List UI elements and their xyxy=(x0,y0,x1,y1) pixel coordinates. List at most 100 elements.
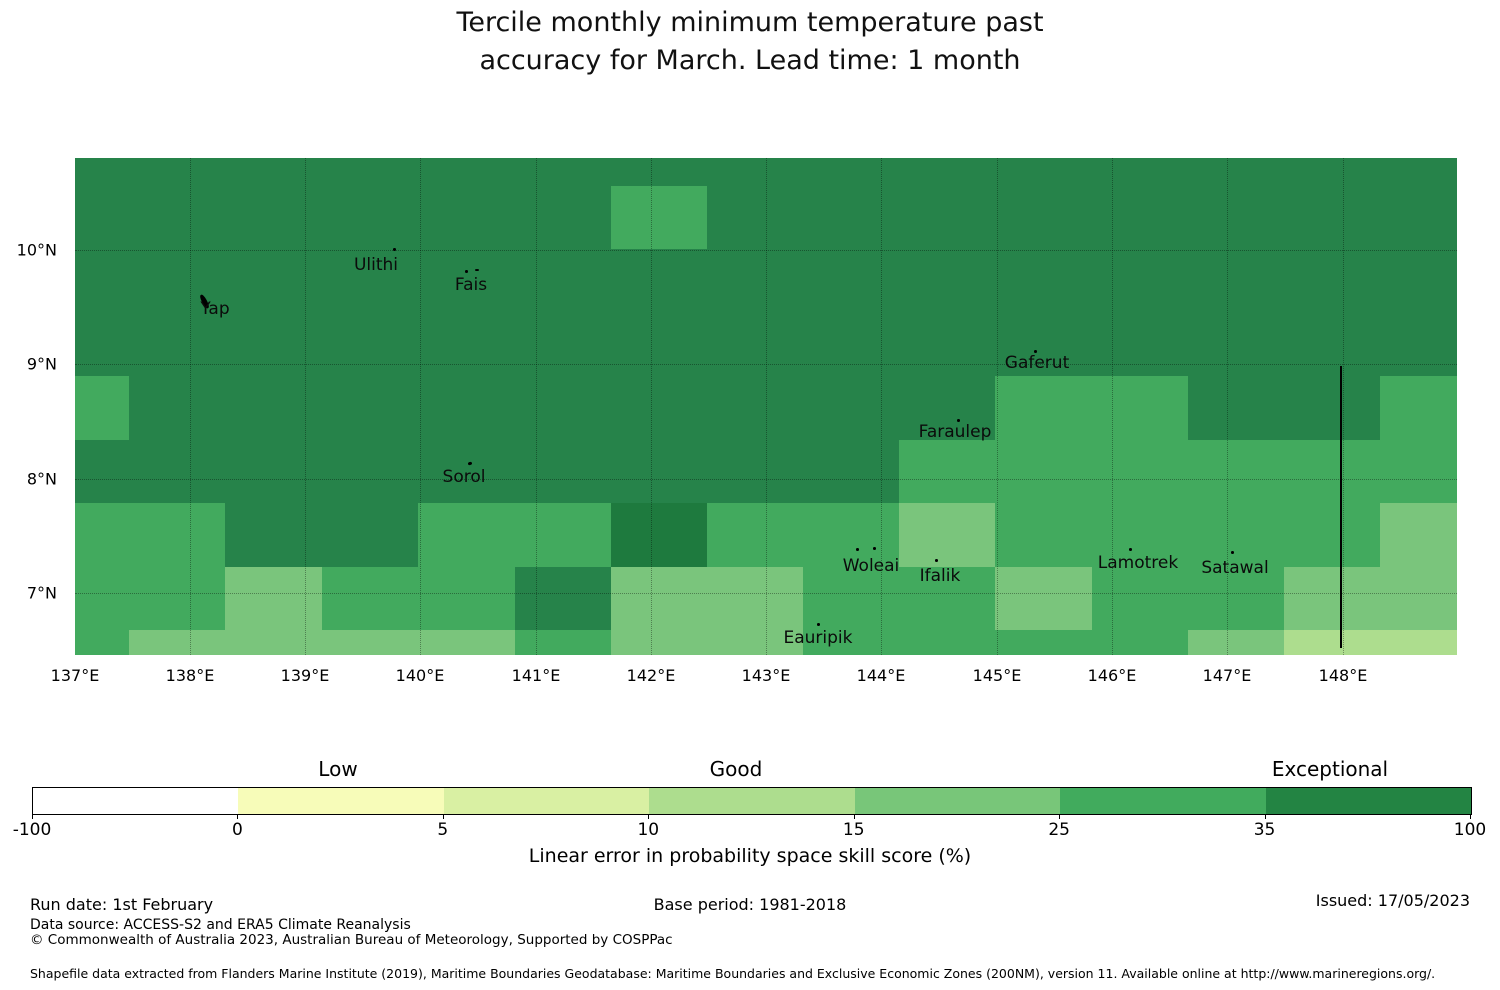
island-label: Woleai xyxy=(842,556,900,576)
map-cell xyxy=(1188,440,1284,503)
island-marker xyxy=(1033,349,1037,353)
map-cell xyxy=(129,630,225,655)
colorbar-tick xyxy=(32,814,33,819)
colorbar-tick-label: 5 xyxy=(437,820,449,840)
colorbar-tick-label: 35 xyxy=(1253,820,1276,840)
latitude-gridline xyxy=(75,364,1457,365)
colorbar-tick xyxy=(853,814,855,819)
y-axis-tick-label: 7°N xyxy=(26,583,57,603)
x-axis-tick-label: 138°E xyxy=(165,666,215,685)
colorbar-tick xyxy=(1059,814,1061,819)
map-cell xyxy=(995,503,1092,567)
colorbar-tick-label: 25 xyxy=(1048,820,1070,840)
longitude-gridline xyxy=(305,158,306,655)
island-marker xyxy=(475,269,479,271)
map-cell xyxy=(803,567,899,630)
map-cell xyxy=(225,630,322,655)
colorbar-segment xyxy=(238,788,444,814)
map-cell xyxy=(1284,630,1380,655)
map-cell xyxy=(1092,630,1188,655)
copyright-text: © Commonwealth of Australia 2023, Austra… xyxy=(30,932,673,948)
island-label: Lamotrek xyxy=(1097,553,1179,573)
map-cell xyxy=(1092,503,1188,567)
y-axis-tick-label: 8°N xyxy=(26,469,57,489)
map-cell xyxy=(1188,503,1284,567)
colorbar-tick-label: 100 xyxy=(1453,820,1487,840)
map-cell xyxy=(611,567,707,630)
map-cell xyxy=(707,567,803,630)
x-axis-tick-label: 141°E xyxy=(511,666,561,685)
map-cell xyxy=(899,440,995,503)
chart-title-line1: Tercile monthly minimum temperature past xyxy=(456,7,1044,38)
map-cell xyxy=(1284,567,1380,630)
x-axis-tick-label: 137°E xyxy=(50,666,100,685)
island-label: Ifalik xyxy=(919,566,961,586)
colorbar-segment xyxy=(649,788,855,814)
map-cell xyxy=(899,630,995,655)
longitude-gridline xyxy=(997,158,998,655)
map-cell xyxy=(995,630,1092,655)
colorbar-bar xyxy=(32,787,1472,815)
island-marker xyxy=(816,622,820,626)
x-axis-tick-label: 143°E xyxy=(741,666,791,685)
island-label: Satawal xyxy=(1201,558,1269,578)
island-marker xyxy=(392,247,396,251)
map-cell xyxy=(707,630,803,655)
map-cell xyxy=(418,630,515,655)
map-area: Yap Ulithi Fais Sorol Gaferut Faraulep Woleai I… xyxy=(75,158,1457,655)
latitude-gridline xyxy=(75,250,1457,251)
run-date-text: Run date: 1st February xyxy=(30,895,214,914)
longitude-gridline xyxy=(1112,158,1113,655)
colorbar-tick xyxy=(237,814,239,819)
map-cell xyxy=(707,503,803,567)
longitude-gridline xyxy=(1343,158,1344,655)
colorbar-category-label: Exceptional xyxy=(1271,757,1389,781)
eez-boundary-line xyxy=(1340,366,1342,648)
longitude-gridline xyxy=(420,158,421,655)
colorbar-tick-label: 10 xyxy=(637,820,660,840)
map-cell xyxy=(803,503,899,567)
colorbar-segment xyxy=(33,788,239,814)
longitude-gridline xyxy=(651,158,652,655)
map-cell xyxy=(1380,630,1457,655)
x-axis-tick-label: 140°E xyxy=(395,666,445,685)
island-label: Faraulep xyxy=(918,422,992,442)
map-cell xyxy=(611,630,707,655)
island-marker xyxy=(1230,550,1234,554)
colorbar-tick xyxy=(442,814,444,819)
y-axis-tick-label: 10°N xyxy=(16,240,57,260)
map-cell xyxy=(1380,567,1457,630)
map-cell xyxy=(1380,503,1457,567)
x-axis-tick-label: 139°E xyxy=(280,666,330,685)
latitude-gridline xyxy=(75,479,1457,480)
map-cell xyxy=(899,567,995,630)
colorbar-segment xyxy=(854,788,1061,814)
map-cell xyxy=(1092,376,1188,440)
colorbar-axis-label: Linear error in probability space skill … xyxy=(528,845,972,867)
colorbar-category-label: Low xyxy=(318,757,358,781)
map-cell xyxy=(515,503,611,567)
map-cell xyxy=(1092,440,1188,503)
map-cell xyxy=(129,567,225,630)
base-period-text: Base period: 1981-2018 xyxy=(653,895,847,914)
colorbar-tick xyxy=(1264,814,1266,819)
island-marker xyxy=(464,269,468,273)
map-cell xyxy=(899,503,995,567)
issued-date-text: Issued: 17/05/2023 xyxy=(1315,891,1470,910)
shapefile-note-text: Shapefile data extracted from Flanders M… xyxy=(30,966,1436,981)
map-cell xyxy=(803,630,899,655)
island-marker xyxy=(467,460,473,466)
map-cell xyxy=(1284,503,1380,567)
map-cell xyxy=(75,503,129,567)
colorbar-segment xyxy=(1060,788,1266,814)
longitude-gridline xyxy=(1227,158,1228,655)
map-cell xyxy=(75,567,129,630)
island-label: Fais xyxy=(454,275,488,295)
x-axis-tick-label: 148°E xyxy=(1318,666,1368,685)
map-cell xyxy=(225,567,322,630)
map-cell xyxy=(322,567,418,630)
map-cell xyxy=(515,630,611,655)
x-axis-tick-label: 146°E xyxy=(1087,666,1137,685)
longitude-gridline xyxy=(536,158,537,655)
